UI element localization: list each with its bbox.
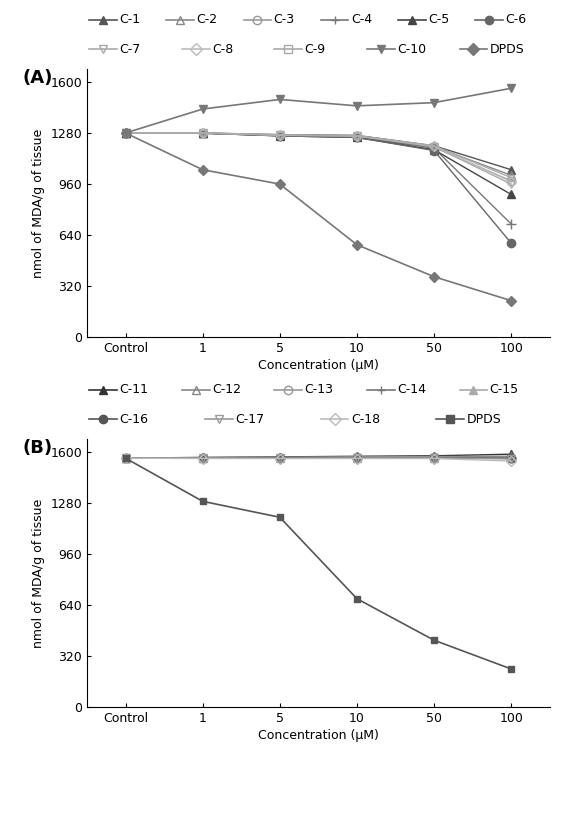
Text: C-18: C-18: [351, 413, 380, 426]
Text: C-10: C-10: [397, 43, 426, 56]
Text: C-13: C-13: [305, 383, 333, 396]
X-axis label: Concentration (μM): Concentration (μM): [258, 359, 379, 372]
Text: DPDS: DPDS: [466, 413, 501, 426]
Text: C-17: C-17: [235, 413, 264, 426]
Text: C-15: C-15: [490, 383, 519, 396]
Text: C-14: C-14: [397, 383, 426, 396]
Text: C-3: C-3: [274, 13, 295, 26]
Text: C-1: C-1: [119, 13, 140, 26]
Text: DPDS: DPDS: [490, 43, 525, 56]
Text: C-9: C-9: [305, 43, 325, 56]
X-axis label: Concentration (μM): Concentration (μM): [258, 729, 379, 742]
Text: (B): (B): [22, 439, 52, 457]
Text: C-4: C-4: [351, 13, 372, 26]
Text: C-11: C-11: [119, 383, 148, 396]
Y-axis label: nmol of MDA/g of tissue: nmol of MDA/g of tissue: [32, 498, 45, 648]
Text: C-2: C-2: [196, 13, 218, 26]
Text: C-8: C-8: [212, 43, 233, 56]
Text: C-6: C-6: [505, 13, 526, 26]
Text: C-16: C-16: [119, 413, 148, 426]
Text: C-12: C-12: [212, 383, 241, 396]
Text: (A): (A): [22, 69, 53, 87]
Text: C-5: C-5: [428, 13, 449, 26]
Y-axis label: nmol of MDA/g of tissue: nmol of MDA/g of tissue: [32, 128, 45, 278]
Text: C-7: C-7: [119, 43, 141, 56]
